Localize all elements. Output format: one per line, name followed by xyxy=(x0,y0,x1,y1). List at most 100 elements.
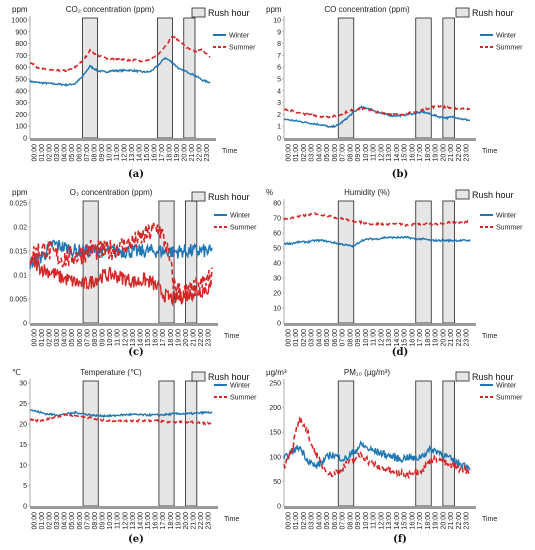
x-axis xyxy=(30,323,218,326)
x-axis xyxy=(284,138,476,141)
x-tick-label: 16:00 xyxy=(153,329,160,347)
x-tick-label: 14:00 xyxy=(137,512,144,530)
rush-hour-legend-box xyxy=(455,189,470,200)
y-tick-label: 50 xyxy=(273,479,281,486)
x-tick-label: 19:00 xyxy=(175,329,182,347)
x-axis xyxy=(284,506,476,509)
x-axis-label: Time xyxy=(482,148,497,155)
x-tick-label: 17:00 xyxy=(160,512,167,530)
x-tick-label: 02:00 xyxy=(46,512,53,530)
y-tick-label: 0.015 xyxy=(9,249,27,256)
rush-hour-legend-box xyxy=(455,371,470,382)
series-line-winter xyxy=(283,235,471,249)
x-tick-label: 19:00 xyxy=(433,512,440,530)
x-tick-label: 18:00 xyxy=(425,329,432,347)
y-tick-label: 900 xyxy=(15,29,27,36)
y-tick-label: 1000 xyxy=(11,18,27,25)
y-tick-label: 60 xyxy=(273,231,281,238)
x-tick-label: 12:00 xyxy=(378,144,385,162)
x-tick-label: 23:00 xyxy=(464,512,471,530)
y-tick-label: 80 xyxy=(273,201,281,208)
legend-label-summer: Summer xyxy=(496,225,523,232)
x-tick-label: 18:00 xyxy=(166,144,173,162)
x-tick-label: 18:00 xyxy=(168,512,175,530)
y-unit-label: ppm xyxy=(266,5,282,14)
y-tick-label: 0 xyxy=(277,136,281,143)
x-tick-label: 00:00 xyxy=(285,512,292,530)
panel-label: (a) xyxy=(128,169,144,180)
y-tick-label: 150 xyxy=(269,430,281,437)
x-tick-label: 07:00 xyxy=(84,144,91,162)
x-tick-label: 13:00 xyxy=(129,144,136,162)
x-tick-label: 09:00 xyxy=(355,512,362,530)
y-tick-label: 20 xyxy=(273,291,281,298)
panel-label: (c) xyxy=(128,347,144,358)
x-tick-label: 14:00 xyxy=(137,329,144,347)
y-tick-label: 600 xyxy=(15,65,27,72)
x-tick-label: 01:00 xyxy=(293,329,300,347)
x-tick-label: 00:00 xyxy=(31,144,38,162)
rush-hour-legend-label: Rush hour xyxy=(472,190,514,200)
x-tick-label: 12:00 xyxy=(378,329,385,347)
y-unit-label: % xyxy=(266,188,273,197)
series-line-summer xyxy=(29,412,213,426)
x-tick-label: 21:00 xyxy=(448,512,455,530)
x-tick-label: 04:00 xyxy=(62,512,69,530)
x-tick-label: 08:00 xyxy=(347,329,354,347)
x-tick-label: 14:00 xyxy=(394,329,401,347)
x-tick-label: 08:00 xyxy=(347,512,354,530)
x-tick-label: 05:00 xyxy=(69,329,76,347)
x-tick-label: 17:00 xyxy=(159,144,166,162)
y-tick-label: 8 xyxy=(277,41,281,48)
x-tick-label: 18:00 xyxy=(425,512,432,530)
x-tick-label: 19:00 xyxy=(174,144,181,162)
rush-hour-legend-label: Rush hour xyxy=(208,192,250,202)
x-axis-label: Time xyxy=(224,333,239,340)
x-tick-label: 02:00 xyxy=(301,329,308,347)
x-tick-label: 01:00 xyxy=(39,512,46,530)
x-tick-label: 22:00 xyxy=(456,144,463,162)
x-axis-label: Time xyxy=(224,516,239,523)
y-tick-label: 400 xyxy=(15,88,27,95)
x-tick-label: 23:00 xyxy=(464,144,471,162)
y-tick-label: 200 xyxy=(269,405,281,412)
y-tick-label: 200 xyxy=(15,112,27,119)
y-unit-label: ppm xyxy=(12,188,28,197)
series-line-summer-2 xyxy=(29,222,213,304)
y-unit-label: ℃ xyxy=(12,368,21,377)
x-tick-label: 21:00 xyxy=(191,329,198,347)
x-tick-label: 09:00 xyxy=(100,329,107,347)
x-tick-label: 20:00 xyxy=(440,512,447,530)
x-tick-label: 21:00 xyxy=(448,144,455,162)
x-tick-label: 03:00 xyxy=(54,144,61,162)
x-tick-label: 09:00 xyxy=(99,144,106,162)
series-line-winter xyxy=(283,440,471,471)
x-tick-label: 20:00 xyxy=(440,144,447,162)
rush-window-1 xyxy=(82,17,98,139)
y-tick-label: 10 xyxy=(19,463,27,470)
x-tick-label: 23:00 xyxy=(464,329,471,347)
y-tick-label: 7 xyxy=(277,53,281,60)
legend-label-winter: Winter xyxy=(496,213,517,220)
x-tick-label: 07:00 xyxy=(340,512,347,530)
series-line-winter xyxy=(29,409,213,418)
x-tick-label: 02:00 xyxy=(301,512,308,530)
chart-title: CO concentration (ppm) xyxy=(324,5,410,14)
x-tick-label: 06:00 xyxy=(77,512,84,530)
x-tick-label: 09:00 xyxy=(355,144,362,162)
x-tick-label: 10:00 xyxy=(107,512,114,530)
x-tick-label: 04:00 xyxy=(316,512,323,530)
x-tick-label: 10:00 xyxy=(107,329,114,347)
x-tick-label: 15:00 xyxy=(402,512,409,530)
x-tick-label: 03:00 xyxy=(309,329,316,347)
x-tick-label: 17:00 xyxy=(417,329,424,347)
x-tick-label: 04:00 xyxy=(61,144,68,162)
x-tick-label: 21:00 xyxy=(189,144,196,162)
rush-window-2 xyxy=(415,17,432,139)
x-tick-label: 13:00 xyxy=(130,329,137,347)
x-tick-label: 15:00 xyxy=(402,144,409,162)
x-tick-label: 14:00 xyxy=(394,512,401,530)
rush-window-3 xyxy=(442,380,455,507)
x-tick-label: 07:00 xyxy=(84,512,91,530)
rush-window-1 xyxy=(337,380,355,507)
